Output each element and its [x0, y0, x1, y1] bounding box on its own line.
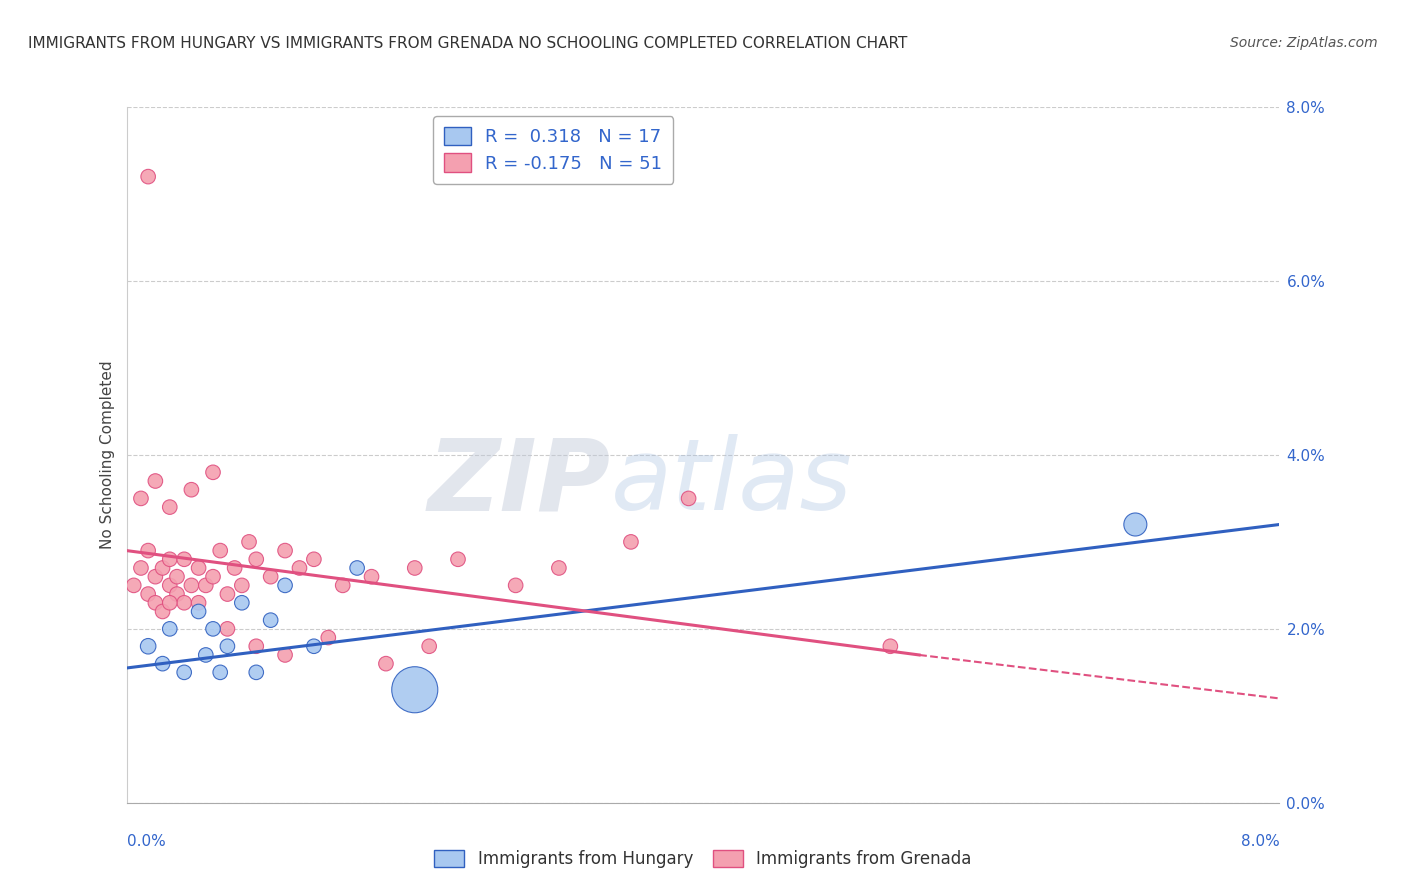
Point	[404, 561, 426, 575]
Point	[217, 587, 239, 601]
Point	[238, 535, 260, 549]
Point	[374, 657, 398, 671]
Point	[173, 665, 195, 680]
Point	[159, 500, 181, 514]
Point	[202, 570, 225, 584]
Point	[245, 639, 267, 653]
Point	[194, 578, 217, 592]
Point	[620, 535, 643, 549]
Point	[404, 682, 426, 697]
Point	[231, 596, 253, 610]
Point	[447, 552, 470, 566]
Point	[129, 491, 152, 506]
Point	[505, 578, 527, 592]
Point	[129, 561, 152, 575]
Legend: Immigrants from Hungary, Immigrants from Grenada: Immigrants from Hungary, Immigrants from…	[427, 843, 979, 874]
Text: 0.0%: 0.0%	[127, 834, 166, 849]
Point	[245, 665, 267, 680]
Point	[332, 578, 354, 592]
Point	[187, 605, 209, 619]
Point	[166, 587, 188, 601]
Y-axis label: No Schooling Completed: No Schooling Completed	[100, 360, 115, 549]
Point	[152, 657, 174, 671]
Point	[159, 596, 181, 610]
Point	[145, 474, 166, 488]
Point	[302, 639, 325, 653]
Point	[194, 648, 217, 662]
Point	[224, 561, 246, 575]
Text: Source: ZipAtlas.com: Source: ZipAtlas.com	[1230, 36, 1378, 50]
Point	[136, 639, 159, 653]
Point	[122, 578, 145, 592]
Point	[173, 552, 195, 566]
Point	[202, 622, 225, 636]
Point	[187, 596, 209, 610]
Point	[217, 622, 239, 636]
Point	[879, 639, 901, 653]
Point	[245, 552, 267, 566]
Point	[180, 483, 202, 497]
Point	[152, 605, 174, 619]
Point	[202, 466, 225, 480]
Text: atlas: atlas	[610, 434, 852, 532]
Point	[152, 561, 174, 575]
Point	[159, 552, 181, 566]
Point	[159, 622, 181, 636]
Point	[274, 578, 297, 592]
Point	[136, 587, 159, 601]
Point	[217, 639, 239, 653]
Point	[548, 561, 571, 575]
Point	[173, 596, 195, 610]
Point	[259, 570, 281, 584]
Point	[209, 665, 232, 680]
Point	[318, 631, 340, 645]
Point	[288, 561, 311, 575]
Point	[209, 543, 232, 558]
Point	[166, 570, 188, 584]
Point	[678, 491, 700, 506]
Point	[274, 543, 297, 558]
Point	[145, 570, 166, 584]
Text: ZIP: ZIP	[427, 434, 610, 532]
Point	[259, 613, 281, 627]
Text: IMMIGRANTS FROM HUNGARY VS IMMIGRANTS FROM GRENADA NO SCHOOLING COMPLETED CORREL: IMMIGRANTS FROM HUNGARY VS IMMIGRANTS FR…	[28, 36, 907, 51]
Point	[1125, 517, 1147, 532]
Point	[187, 561, 209, 575]
Point	[274, 648, 297, 662]
Point	[136, 543, 159, 558]
Point	[418, 639, 440, 653]
Point	[231, 578, 253, 592]
Point	[346, 561, 368, 575]
Point	[136, 169, 159, 184]
Text: 8.0%: 8.0%	[1240, 834, 1279, 849]
Point	[302, 552, 325, 566]
Point	[145, 596, 166, 610]
Point	[360, 570, 382, 584]
Point	[180, 578, 202, 592]
Point	[159, 578, 181, 592]
